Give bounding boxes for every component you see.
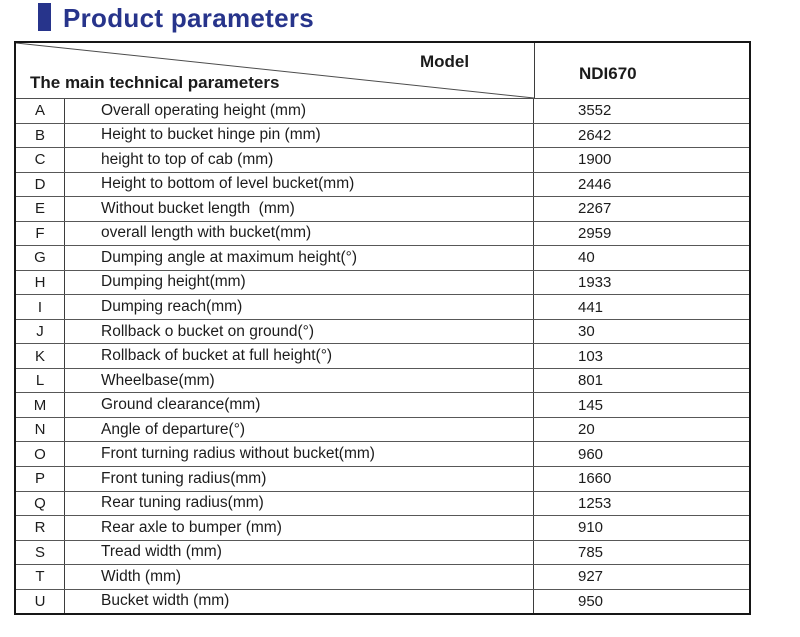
model-name-header: NDI670 — [579, 63, 637, 83]
row-parameter: Bucket width (mm) — [65, 589, 534, 614]
row-value: 30 — [578, 323, 595, 341]
table-row: U Bucket width (mm) 950 — [16, 588, 749, 614]
row-parameter: Front turning radius without bucket(mm) — [65, 442, 534, 466]
row-parameter: Width (mm) — [65, 565, 534, 589]
row-parameter: Ground clearance(mm) — [65, 393, 534, 417]
row-parameter: height to top of cab (mm) — [65, 148, 534, 172]
row-value: 801 — [578, 372, 604, 390]
row-value: 1900 — [578, 151, 612, 169]
table-row: D Height to bottom of level bucket(mm) 2… — [16, 171, 749, 197]
row-parameter: Rollback of bucket at full height(°) — [65, 344, 534, 368]
row-value: 103 — [578, 347, 604, 365]
row-value: 20 — [578, 421, 595, 439]
row-value: 927 — [578, 568, 604, 586]
row-value: 2267 — [578, 200, 612, 218]
table-row: L Wheelbase(mm) 801 — [16, 367, 749, 393]
row-key: R — [16, 516, 65, 540]
table-row: E Without bucket length (mm) 2267 — [16, 196, 749, 221]
row-value: 1933 — [578, 273, 612, 291]
table-header-row: Model The main technical parameters NDI6… — [16, 43, 749, 99]
table-row: F overall length with bucket(mm) 2959 — [16, 220, 749, 246]
table-row: B Height to bucket hinge pin (mm) 2642 — [16, 122, 749, 148]
table-row: T Width (mm) 927 — [16, 564, 749, 589]
row-key: H — [16, 270, 65, 295]
row-parameter: Dumping angle at maximum height(°) — [65, 246, 534, 270]
row-key: F — [16, 221, 65, 246]
row-key: L — [16, 368, 65, 393]
page-header: Product parameters — [38, 3, 314, 31]
row-parameter: overall length with bucket(mm) — [65, 221, 534, 246]
row-key: K — [16, 344, 65, 368]
row-key: D — [16, 172, 65, 197]
table-row: O Front turning radius without bucket(mm… — [16, 441, 749, 466]
row-key: U — [16, 589, 65, 614]
table-row: P Front tuning radius(mm) 1660 — [16, 465, 749, 491]
row-value: 960 — [578, 445, 604, 463]
row-parameter: Without bucket length (mm) — [65, 197, 534, 221]
row-key: M — [16, 393, 65, 417]
table-row: H Dumping height(mm) 1933 — [16, 269, 749, 295]
row-parameter: Dumping height(mm) — [65, 270, 534, 295]
diagonal-corner-cell: Model The main technical parameters — [16, 43, 535, 98]
parameters-table: Model The main technical parameters NDI6… — [14, 41, 751, 615]
table-row: S Tread width (mm) 785 — [16, 539, 749, 565]
row-key: S — [16, 540, 65, 565]
row-parameter: Tread width (mm) — [65, 540, 534, 565]
row-parameter: Overall operating height (mm) — [65, 99, 534, 123]
table-body: A Overall operating height (mm) 3552 B H… — [16, 99, 749, 614]
row-parameter: Rollback o bucket on ground(°) — [65, 319, 534, 344]
row-key: N — [16, 417, 65, 442]
row-parameter: Wheelbase(mm) — [65, 368, 534, 393]
main-technical-parameters-label: The main technical parameters — [30, 73, 280, 92]
table-row: A Overall operating height (mm) 3552 — [16, 99, 749, 123]
table-row: Q Rear tuning radius(mm) 1253 — [16, 490, 749, 516]
row-parameter: Angle of departure(°) — [65, 417, 534, 442]
diagonal-line — [16, 43, 534, 98]
table-row: I Dumping reach(mm) 441 — [16, 294, 749, 319]
table-row: M Ground clearance(mm) 145 — [16, 392, 749, 417]
row-value: 785 — [578, 543, 604, 561]
row-key: O — [16, 442, 65, 466]
row-key: B — [16, 123, 65, 148]
row-key: I — [16, 295, 65, 319]
row-parameter: Rear tuning radius(mm) — [65, 491, 534, 516]
row-key: C — [16, 148, 65, 172]
row-parameter: Height to bucket hinge pin (mm) — [65, 123, 534, 148]
table-row: R Rear axle to bumper (mm) 910 — [16, 515, 749, 540]
title-accent-bar-icon — [38, 3, 51, 31]
row-value: 2642 — [578, 126, 612, 144]
model-corner-label: Model — [420, 52, 470, 71]
row-key: Q — [16, 491, 65, 516]
table-row: G Dumping angle at maximum height(°) 40 — [16, 245, 749, 270]
row-value: 1660 — [578, 470, 612, 488]
table-row: J Rollback o bucket on ground(°) 30 — [16, 318, 749, 344]
row-parameter: Dumping reach(mm) — [65, 295, 534, 319]
row-value: 441 — [578, 298, 604, 316]
row-parameter: Front tuning radius(mm) — [65, 466, 534, 491]
row-key: T — [16, 565, 65, 589]
row-value: 2446 — [578, 175, 612, 193]
row-key: J — [16, 319, 65, 344]
row-key: P — [16, 466, 65, 491]
row-parameter: Height to bottom of level bucket(mm) — [65, 172, 534, 197]
row-value: 145 — [578, 396, 604, 414]
table-row: K Rollback of bucket at full height(°) 1… — [16, 343, 749, 368]
row-key: E — [16, 197, 65, 221]
row-parameter: Rear axle to bumper (mm) — [65, 516, 534, 540]
row-key: G — [16, 246, 65, 270]
row-value: 1253 — [578, 494, 612, 512]
row-value: 910 — [578, 519, 604, 537]
row-value: 3552 — [578, 102, 612, 120]
table-row: N Angle of departure(°) 20 — [16, 416, 749, 442]
page-title: Product parameters — [63, 3, 315, 33]
row-value: 2959 — [578, 224, 612, 242]
table-row: C height to top of cab (mm) 1900 — [16, 147, 749, 172]
row-value: 40 — [578, 249, 595, 267]
row-key: A — [16, 99, 65, 123]
row-value: 950 — [578, 592, 604, 610]
